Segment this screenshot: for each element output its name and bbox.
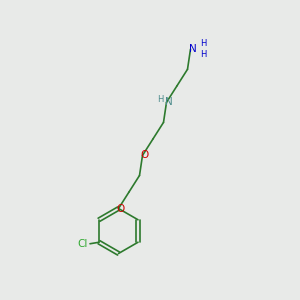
Text: H: H — [157, 95, 163, 104]
Text: O: O — [141, 150, 149, 161]
Text: Cl: Cl — [77, 239, 88, 249]
Text: N: N — [189, 44, 197, 54]
Text: O: O — [117, 203, 125, 214]
Text: H: H — [200, 50, 206, 59]
Text: H: H — [200, 39, 206, 48]
Text: N: N — [165, 97, 173, 107]
